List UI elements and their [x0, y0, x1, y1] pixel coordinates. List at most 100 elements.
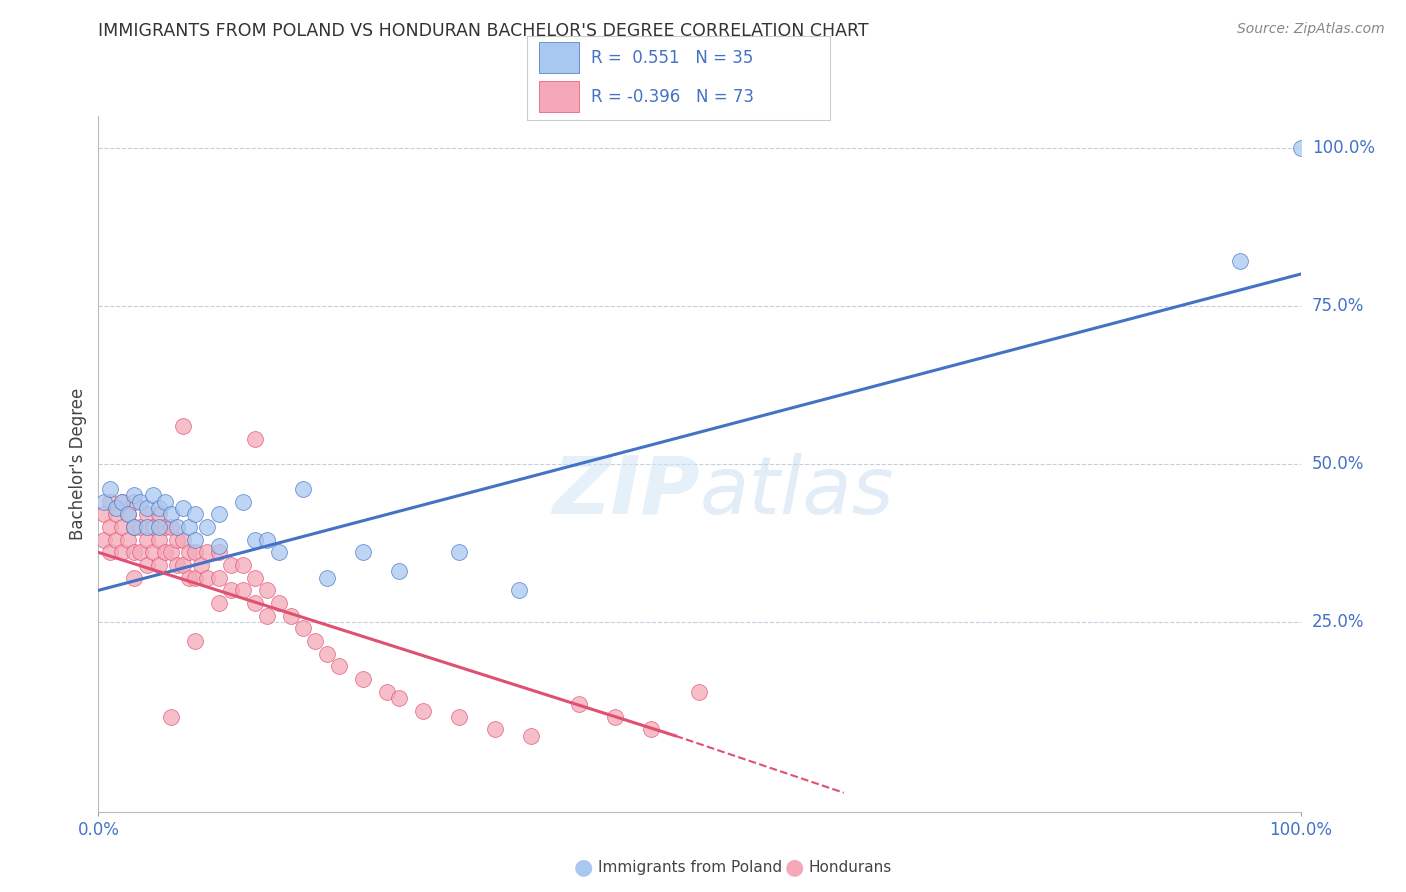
Point	[195, 545, 218, 559]
Point	[135, 520, 157, 534]
Point	[111, 495, 134, 509]
Text: ●: ●	[574, 857, 593, 877]
Point	[183, 545, 205, 559]
Point	[328, 659, 350, 673]
Point	[232, 583, 254, 598]
Point	[117, 508, 139, 522]
Point	[124, 571, 146, 585]
Point	[124, 545, 146, 559]
Point	[124, 520, 146, 534]
Point	[447, 545, 470, 559]
Point	[148, 508, 170, 522]
Point	[100, 495, 122, 509]
Text: 100.0%: 100.0%	[1312, 138, 1375, 157]
Point	[93, 508, 115, 522]
Point	[447, 710, 470, 724]
Point	[208, 508, 231, 522]
Point	[166, 558, 188, 572]
Text: IMMIGRANTS FROM POLAND VS HONDURAN BACHELOR'S DEGREE CORRELATION CHART: IMMIGRANTS FROM POLAND VS HONDURAN BACHE…	[98, 22, 869, 40]
Point	[177, 520, 200, 534]
Point	[280, 608, 302, 623]
Text: Immigrants from Poland: Immigrants from Poland	[598, 860, 782, 874]
Point	[159, 520, 181, 534]
Point	[291, 621, 314, 635]
Point	[412, 704, 434, 718]
Point	[640, 723, 662, 737]
Point	[183, 508, 205, 522]
Text: R = -0.396   N = 73: R = -0.396 N = 73	[591, 87, 754, 105]
Point	[183, 533, 205, 547]
Point	[105, 533, 128, 547]
Point	[166, 533, 188, 547]
Point	[315, 647, 337, 661]
Point	[159, 508, 181, 522]
Point	[148, 533, 170, 547]
Point	[183, 634, 205, 648]
Point	[243, 533, 266, 547]
Point	[129, 545, 152, 559]
Point	[208, 596, 231, 610]
Point	[129, 520, 152, 534]
Point	[141, 520, 163, 534]
Point	[153, 520, 176, 534]
Point	[100, 520, 122, 534]
Point	[148, 520, 170, 534]
Text: Hondurans: Hondurans	[808, 860, 891, 874]
Point	[267, 596, 290, 610]
Point	[183, 571, 205, 585]
Point	[232, 495, 254, 509]
Point	[195, 520, 218, 534]
Point	[256, 608, 278, 623]
Point	[172, 533, 194, 547]
Text: Source: ZipAtlas.com: Source: ZipAtlas.com	[1237, 22, 1385, 37]
Point	[256, 533, 278, 547]
Point	[159, 710, 181, 724]
Point	[105, 508, 128, 522]
Text: ●: ●	[785, 857, 804, 877]
Bar	[540, 81, 579, 112]
Point	[166, 520, 188, 534]
Point	[172, 558, 194, 572]
Point	[100, 545, 122, 559]
Point	[111, 545, 134, 559]
Point	[159, 545, 181, 559]
Point	[105, 501, 128, 516]
Point	[208, 539, 231, 553]
Point	[352, 545, 374, 559]
Point	[520, 729, 543, 743]
Point	[190, 558, 212, 572]
Point	[256, 583, 278, 598]
Point	[153, 495, 176, 509]
Point	[388, 690, 411, 705]
Point	[315, 571, 337, 585]
Point	[111, 520, 134, 534]
Text: 25.0%: 25.0%	[1312, 613, 1364, 631]
Point	[124, 495, 146, 509]
Point	[124, 520, 146, 534]
Point	[605, 710, 627, 724]
Point	[1289, 140, 1312, 154]
Point	[135, 558, 157, 572]
Point	[129, 495, 152, 509]
Point	[291, 482, 314, 496]
Point	[484, 723, 506, 737]
Text: 50.0%: 50.0%	[1312, 455, 1364, 473]
Point	[208, 545, 231, 559]
Point	[117, 533, 139, 547]
Point	[172, 418, 194, 433]
Point	[208, 571, 231, 585]
Y-axis label: Bachelor's Degree: Bachelor's Degree	[69, 388, 87, 540]
Point	[1229, 254, 1251, 268]
Point	[375, 684, 398, 698]
Text: atlas: atlas	[699, 452, 894, 531]
Point	[352, 672, 374, 686]
Point	[304, 634, 326, 648]
Point	[243, 571, 266, 585]
Point	[141, 488, 163, 502]
Point	[135, 508, 157, 522]
Point	[508, 583, 530, 598]
Point	[93, 533, 115, 547]
Point	[124, 488, 146, 502]
Point	[148, 501, 170, 516]
Point	[232, 558, 254, 572]
